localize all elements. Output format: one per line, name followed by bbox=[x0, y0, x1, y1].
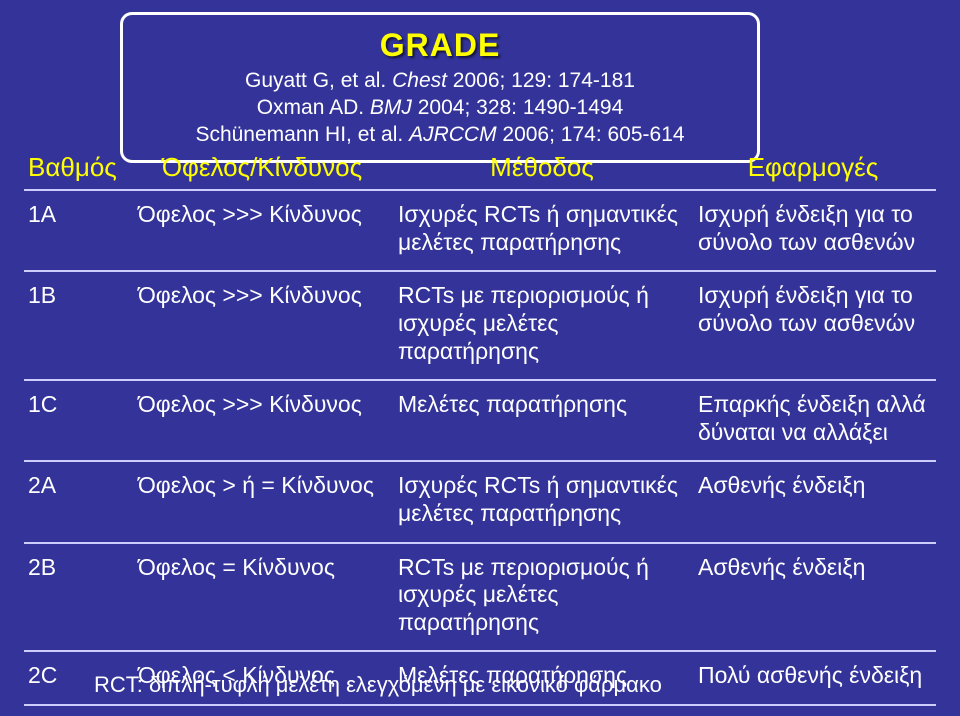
cite1-prefix: Guyatt G, et al. bbox=[245, 69, 392, 92]
cell-apps: Ασθενής ένδειξη bbox=[694, 543, 936, 652]
header-box: GRADE Guyatt G, et al. Chest 2006; 129: … bbox=[120, 12, 760, 163]
table-row: 1B Όφελος >>> Κίνδυνος RCTs με περιορισμ… bbox=[24, 271, 936, 380]
table-row: 1C Όφελος >>> Κίνδυνος Μελέτες παρατήρησ… bbox=[24, 380, 936, 461]
cite1-suffix: 2006; 129: 174-181 bbox=[447, 69, 635, 92]
cite2-suffix: 2004; 328: 1490-1494 bbox=[412, 96, 623, 119]
col-header-apps: Εφαρμογές bbox=[694, 152, 936, 190]
cell-grade: 1A bbox=[24, 190, 134, 271]
cell-benefit: Όφελος = Κίνδυνος bbox=[134, 543, 394, 652]
cell-grade: 1B bbox=[24, 271, 134, 380]
cell-grade: 2B bbox=[24, 543, 134, 652]
cell-benefit: Όφελος >>> Κίνδυνος bbox=[134, 380, 394, 461]
cell-apps: Επαρκής ένδειξη αλλά δύναται να αλλάξει bbox=[694, 380, 936, 461]
table-row: 2B Όφελος = Κίνδυνος RCTs με περιορισμού… bbox=[24, 543, 936, 652]
cell-grade: 1C bbox=[24, 380, 134, 461]
col-header-grade: Βαθμός bbox=[24, 152, 134, 190]
cell-method: RCTs με περιορισμούς ή ισχυρές μελέτες π… bbox=[394, 543, 694, 652]
table-row: 1A Όφελος >>> Κίνδυνος Ισχυρές RCTs ή ση… bbox=[24, 190, 936, 271]
cell-grade: 2A bbox=[24, 461, 134, 542]
cell-benefit: Όφελος > ή = Κίνδυνος bbox=[134, 461, 394, 542]
cite2-prefix: Oxman AD. bbox=[257, 96, 370, 119]
cell-method: Ισχυρές RCTs ή σημαντικές μελέτες παρατή… bbox=[394, 461, 694, 542]
citation-2: Oxman AD. BMJ 2004; 328: 1490-1494 bbox=[143, 94, 737, 121]
col-header-benefit: Όφελος/Κίνδυνος bbox=[134, 152, 394, 190]
cite3-suffix: 2006; 174: 605-614 bbox=[497, 123, 685, 146]
cite3-prefix: Schünemann HI, et al. bbox=[195, 123, 409, 146]
cell-method: Μελέτες παρατήρησης bbox=[394, 380, 694, 461]
footnote: RCT: διπλή-τυφλή μελέτη ελεγχόμενη με ει… bbox=[94, 672, 662, 698]
cell-method: Ισχυρές RCTs ή σημαντικές μελέτες παρατή… bbox=[394, 190, 694, 271]
cell-apps: Ισχυρή ένδειξη για το σύνολο των ασθενών bbox=[694, 190, 936, 271]
citation-1: Guyatt G, et al. Chest 2006; 129: 174-18… bbox=[143, 67, 737, 94]
cite3-journal: AJRCCM bbox=[409, 123, 497, 146]
table-header-row: Βαθμός Όφελος/Κίνδυνος Μέθοδος Εφαρμογές bbox=[24, 152, 936, 190]
cell-benefit: Όφελος >>> Κίνδυνος bbox=[134, 190, 394, 271]
table-row: 2A Όφελος > ή = Κίνδυνος Ισχυρές RCTs ή … bbox=[24, 461, 936, 542]
cite2-journal: BMJ bbox=[370, 96, 412, 119]
cell-apps: Ασθενής ένδειξη bbox=[694, 461, 936, 542]
cell-apps: Ισχυρή ένδειξη για το σύνολο των ασθενών bbox=[694, 271, 936, 380]
grade-title: GRADE bbox=[143, 25, 737, 67]
grade-table: Βαθμός Όφελος/Κίνδυνος Μέθοδος Εφαρμογές… bbox=[24, 152, 936, 706]
cell-method: RCTs με περιορισμούς ή ισχυρές μελέτες π… bbox=[394, 271, 694, 380]
col-header-method: Μέθοδος bbox=[394, 152, 694, 190]
cell-benefit: Όφελος >>> Κίνδυνος bbox=[134, 271, 394, 380]
citation-3: Schünemann HI, et al. AJRCCM 2006; 174: … bbox=[143, 121, 737, 148]
cell-apps: Πολύ ασθενής ένδειξη bbox=[694, 651, 936, 705]
cite1-journal: Chest bbox=[392, 69, 447, 92]
